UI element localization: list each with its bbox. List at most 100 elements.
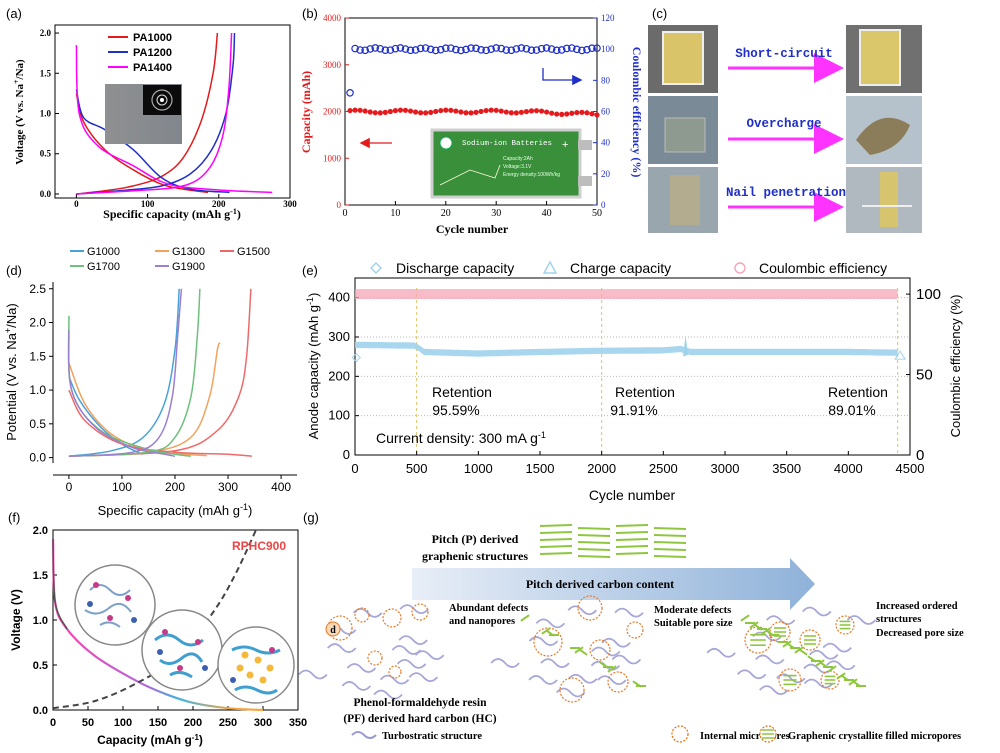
turbostratic-segment — [528, 636, 559, 646]
graphene-sheet — [615, 531, 649, 534]
b-capacity-point — [407, 108, 414, 114]
b-ce-point — [593, 44, 601, 52]
b-capacity-point — [589, 111, 595, 117]
panel-d: (d) G1000 G1300 G1500 G1700 G1900 0 100 20… — [3, 246, 297, 518]
turbostratic-segment — [601, 637, 631, 648]
micropore — [626, 621, 644, 639]
b-ytick-right-label: 0 — [601, 200, 606, 210]
battery-title: Sodium-ion Batteries — [462, 140, 552, 148]
b-capacity-point — [528, 108, 535, 114]
panel-e-ylabel-right: Coulombic efficiency (%) — [948, 295, 963, 438]
panel-a: (a) 0 100 200 300 0.0 0.5 1.0 1.5 2.0 PA1000 PA1… — [6, 6, 297, 221]
turbostratic-segment — [755, 654, 785, 665]
graphene-sheet — [539, 524, 573, 527]
e-last-point — [894, 350, 907, 360]
graphene-sheet — [653, 534, 687, 537]
a-curve-PA1400-charge — [76, 32, 233, 195]
b-capacity-point — [559, 111, 565, 117]
panel-d-curves — [67, 288, 252, 457]
b-ce-point — [497, 44, 506, 53]
b-ce-point — [507, 46, 516, 55]
e-xtick-label: 1000 — [464, 461, 493, 476]
retention-label-2: Retention — [615, 384, 675, 400]
b-ce-point — [396, 44, 405, 52]
turbostratic-segment — [809, 649, 839, 660]
carbon-structures: d — [298, 595, 877, 703]
test-arrows — [728, 53, 844, 222]
b-capacity-point — [579, 109, 585, 115]
b-ce-point — [457, 46, 465, 55]
graphenic-crystallite — [574, 646, 584, 654]
panel-d-legend: G1000 G1300 G1500 G1700 G1900 — [70, 246, 270, 273]
e-xtick-label: 0 — [351, 461, 358, 476]
b-capacity-point — [392, 107, 398, 114]
panel-f-ylabel: Voltage (V) — [9, 589, 23, 651]
d-spacing-label: d — [330, 625, 336, 636]
turbostratic-segment — [346, 663, 377, 673]
f-ytick-label: 0.0 — [33, 705, 48, 717]
graphene-sheet — [577, 534, 611, 537]
f-xtick-label: 200 — [184, 717, 202, 729]
micropore — [607, 671, 629, 693]
panel-b-ylabel-left: Capacity (mAh) — [299, 71, 313, 153]
left-note-1: Abundant defects — [449, 603, 528, 614]
b-ce-point — [356, 46, 364, 54]
b-ce-point — [421, 44, 430, 52]
b-capacity-point — [478, 108, 484, 115]
d-ytick-label: 0.0 — [29, 451, 46, 465]
e-ytick-left-label: 400 — [328, 290, 350, 305]
panel-e-label: (e) — [302, 263, 318, 278]
b-ytick-left-label: 4000 — [323, 13, 342, 23]
b-xtick-label: 20 — [441, 208, 451, 219]
d-xtick-label: 300 — [218, 480, 238, 494]
turbostratic-segment — [535, 618, 566, 629]
b-ce-point — [512, 45, 521, 53]
d-curve-G1300-charge — [68, 342, 221, 457]
panel-a-tem-inset — [105, 84, 182, 144]
b-capacity-point — [554, 111, 560, 117]
graphene-sheet — [615, 538, 649, 541]
panel-e-frame — [354, 277, 911, 456]
retention-value-1: 95.59% — [432, 402, 479, 418]
a-ytick-label: 2.0 — [40, 28, 52, 38]
right-note-3: Decreased pore size — [876, 628, 964, 639]
b-capacity-point — [372, 110, 378, 116]
b-capacity-point — [518, 109, 525, 115]
f-xtick-label: 350 — [289, 717, 307, 729]
left-note-2: and nanopores — [449, 616, 515, 627]
content-gradient-arrow — [412, 558, 815, 610]
d-xtick-label: 400 — [271, 480, 291, 494]
a-curve-PA1400-discharge — [75, 45, 273, 194]
graphenic-crystallite — [541, 627, 551, 635]
b-ce-point — [537, 44, 546, 53]
turbostratic-segment — [414, 650, 445, 660]
b-xtick-label: 30 — [491, 208, 501, 219]
b-capacity-point — [428, 109, 434, 115]
micropore — [577, 595, 603, 621]
graphenic-crystallite — [827, 665, 837, 673]
turbostratic-segment — [568, 673, 598, 684]
pitch-title-1: Pitch (P) derived — [432, 532, 519, 546]
panel-b-ticks: 0 10 20 30 40 5001000200030004000020406080100… — [323, 13, 615, 219]
panel-b-points — [346, 44, 601, 118]
b-ce-point — [406, 46, 415, 55]
retention-label-3: Retention — [828, 384, 888, 400]
e-ytick-right-label: 0 — [916, 447, 924, 464]
b-capacity-point — [513, 110, 519, 116]
legend-discharge: Discharge capacity — [396, 260, 514, 276]
e-xtick-label: 500 — [406, 461, 428, 476]
a-ytick-label: 0.5 — [40, 149, 52, 159]
b-capacity-point — [433, 108, 439, 115]
b-ce-point — [371, 44, 380, 52]
turbostratic-segment — [528, 675, 558, 685]
f-ytick-label: 1.5 — [33, 570, 48, 582]
turbostratic-segment — [803, 678, 834, 689]
e-xtick-label: 2500 — [649, 461, 678, 476]
b-capacity-point — [418, 110, 424, 116]
f-xtick-label: 250 — [219, 717, 237, 729]
panel-f: (f) 0 50 100 150 200 250 300 350 0.0 0.5 1.0 1.5 2.0… — [8, 510, 307, 747]
turbostratic-segment — [752, 631, 782, 642]
d-curve-G1900-charge — [68, 288, 183, 457]
graphene-sheet — [615, 545, 649, 548]
turbostratic-legend-icon — [351, 731, 377, 739]
